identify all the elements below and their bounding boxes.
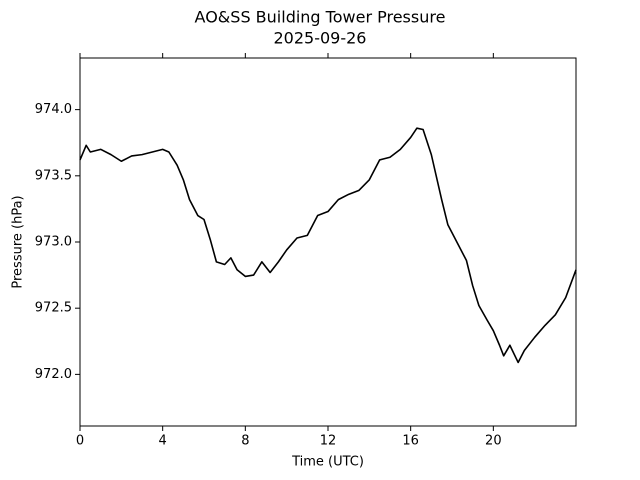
plot-frame (79, 57, 577, 427)
x-tick-label: 16 (402, 434, 419, 449)
x-tick-label: 0 (76, 434, 84, 449)
y-tick-label: 973.0 (35, 235, 72, 250)
y-tick-label: 972.0 (35, 367, 72, 382)
y-tick-label: 974.0 (35, 102, 72, 117)
y-tick-label: 972.5 (35, 301, 72, 316)
x-tick-label: 8 (241, 434, 249, 449)
chart-title: AO&SS Building Tower Pressure (195, 8, 446, 27)
pressure-line (79, 127, 577, 364)
x-tick-label: 20 (485, 434, 502, 449)
x-tick-label: 4 (159, 434, 167, 449)
x-tick-label: 12 (320, 434, 337, 449)
y-axis-label: Pressure (hPa) (11, 195, 26, 288)
y-tick-label: 973.5 (35, 168, 72, 183)
x-axis-label: Time (UTC) (291, 455, 364, 470)
chart-subtitle: 2025-09-26 (274, 29, 367, 48)
